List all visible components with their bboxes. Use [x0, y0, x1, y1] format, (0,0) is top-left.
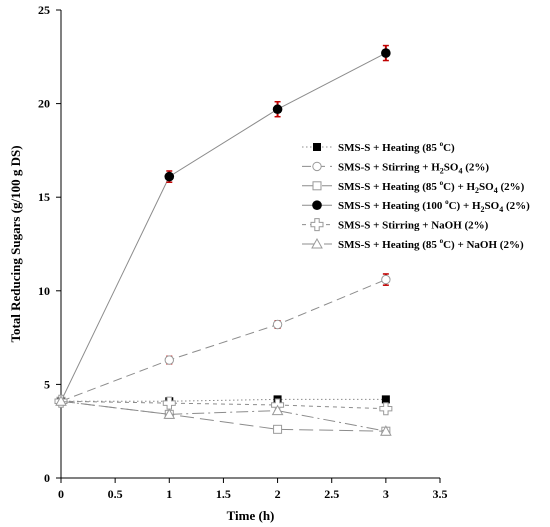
y-tick-label: 20	[38, 97, 50, 111]
x-tick-label: 1.5	[216, 487, 231, 501]
y-tick-label: 5	[44, 377, 50, 391]
data-point	[162, 396, 176, 410]
legend-label-part: C) + H	[449, 200, 481, 212]
x-tick-label: 0	[58, 487, 64, 501]
legend-label: SMS-S + Heating (100 oC) + H2SO4 (2%)	[338, 198, 530, 214]
legend-label-part: o	[440, 140, 444, 148]
axes: 0 0.5 1 1.5 2 2.5 3 3.5 0 5 10 15 20 25	[38, 3, 448, 501]
x-tick-label: 0.5	[108, 487, 123, 501]
series-3	[56, 396, 391, 436]
legend-marker	[312, 200, 322, 210]
legend-label-part: 2	[475, 186, 479, 195]
legend-label-part: SMS-S + Heating (85	[338, 239, 440, 251]
data-point	[271, 404, 284, 416]
legend-label-part: C) + NaOH (2%)	[443, 239, 524, 251]
x-tick-label: 2.5	[324, 487, 339, 501]
data-point	[55, 395, 67, 406]
legend-label: SMS-S + Stirring + H2SO4 (2%)	[338, 161, 489, 175]
series-2	[56, 273, 391, 406]
legend-label-part: SMS-S + Heating (100	[338, 200, 445, 212]
series-line	[60, 279, 387, 402]
data-point	[163, 408, 176, 419]
x-tick-label: 2	[275, 487, 281, 501]
legend-marker	[311, 237, 323, 249]
legend-label: SMS-S + Heating (85 oC) + H2SO4 (2%)	[338, 179, 525, 195]
series-6	[55, 395, 392, 436]
series-line	[60, 400, 386, 432]
legend-label: SMS-S + Heating (85 oC) + NaOH (2%)	[338, 237, 524, 251]
legend-item: SMS-S + Stirring + NaOH (2%)	[302, 218, 489, 232]
legend: SMS-S + Heating (85 oC)SMS-S + Stirring …	[302, 140, 530, 251]
legend-label-part: (2%)	[498, 181, 525, 193]
legend-label-part: o	[445, 198, 449, 206]
legend-label-part: 4	[499, 205, 503, 214]
legend-item: SMS-S + Heating (100 oC) + H2SO4 (2%)	[302, 198, 530, 214]
legend-label-part: 4	[458, 166, 462, 175]
x-tick-label: 3.5	[433, 487, 448, 501]
legend-label-part: 2	[481, 205, 485, 214]
data-point	[379, 402, 393, 416]
legend-marker	[310, 218, 324, 232]
legend-item: SMS-S + Heating (85 oC) + NaOH (2%)	[302, 237, 524, 251]
series-line	[60, 52, 387, 402]
legend-marker	[312, 181, 322, 191]
legend-label-part: (2%)	[503, 200, 530, 212]
series-layer	[54, 44, 393, 436]
legend-label-part: 2	[440, 166, 444, 175]
data-point	[381, 48, 391, 58]
legend-label: SMS-S + Stirring + NaOH (2%)	[338, 220, 489, 232]
legend-label-part: C) + H	[443, 181, 475, 193]
data-point	[272, 319, 283, 330]
legend-label-part: o	[440, 237, 444, 245]
legend-item: SMS-S + Stirring + H2SO4 (2%)	[302, 161, 489, 175]
legend-label-part: SMS-S + Heating (85	[338, 181, 440, 193]
y-tick-label: 25	[38, 3, 50, 17]
data-point	[381, 395, 390, 404]
legend-label: SMS-S + Heating (85 oC)	[338, 140, 455, 154]
legend-label-part: (2%)	[462, 161, 489, 173]
data-point	[272, 104, 283, 115]
legend-label-part: C)	[443, 142, 455, 154]
y-axis-title: Total Reducing Sugars (g/100 g DS)	[8, 145, 23, 342]
legend-label-part: SO	[485, 200, 500, 212]
data-point	[381, 274, 391, 285]
legend-label-part: SMS-S + Heating (85	[338, 142, 440, 154]
data-point	[164, 355, 174, 365]
x-axis-title: Time (h)	[227, 508, 275, 523]
legend-item: SMS-S + Heating (85 oC)	[302, 140, 455, 154]
legend-label-part: o	[440, 179, 444, 187]
data-point	[273, 424, 283, 434]
y-tick-label: 10	[38, 284, 50, 298]
legend-item: SMS-S + Heating (85 oC) + H2SO4 (2%)	[302, 179, 525, 195]
data-point	[164, 171, 175, 182]
legend-label-part: SMS-S + Stirring + NaOH (2%)	[338, 220, 489, 232]
legend-label-part: SO	[479, 181, 494, 193]
y-tick-label: 0	[44, 471, 50, 485]
x-tick-label: 3	[383, 487, 389, 501]
series-line	[60, 400, 386, 432]
data-point	[380, 425, 392, 436]
legend-marker	[313, 143, 321, 151]
legend-marker	[312, 161, 322, 172]
legend-label-part: SMS-S + Stirring + H	[338, 161, 440, 173]
y-tick-label: 15	[38, 190, 50, 204]
legend-label-part: 4	[494, 186, 498, 195]
series-line	[60, 400, 386, 410]
series-5	[54, 394, 393, 416]
legend-label-part: SO	[444, 161, 459, 173]
series-line	[61, 398, 386, 402]
x-tick-label: 1	[166, 487, 172, 501]
